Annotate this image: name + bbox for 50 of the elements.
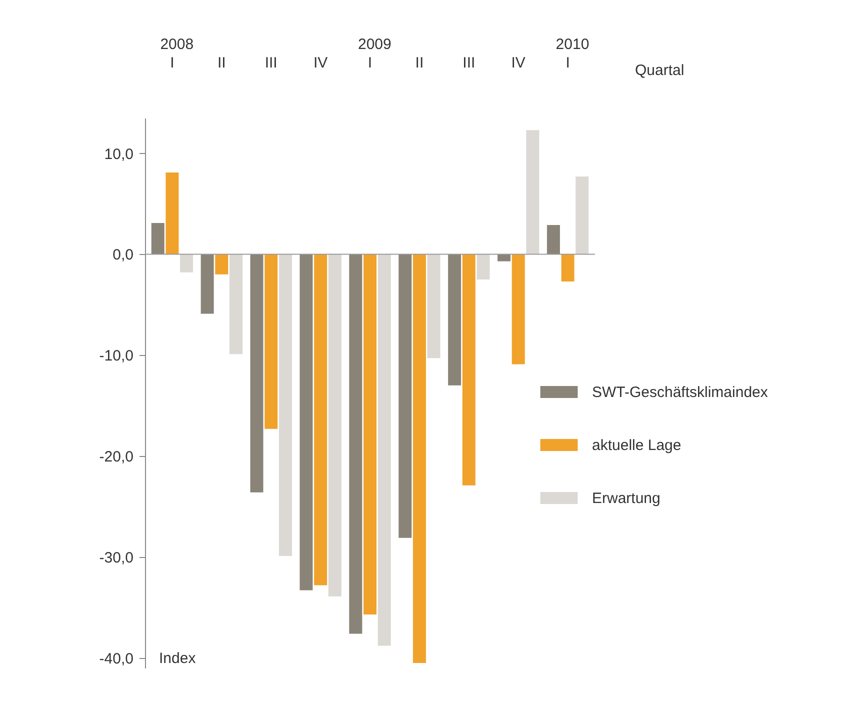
y-tick-label: 0,0	[112, 246, 134, 264]
x-tick-label: III	[462, 54, 476, 72]
x-tick-label: III	[264, 54, 278, 72]
bar	[200, 254, 214, 314]
y-axis-title: Index	[159, 650, 196, 667]
bar	[398, 254, 412, 538]
bar	[300, 254, 313, 590]
bar	[427, 254, 440, 358]
bar	[328, 254, 342, 596]
y-tick-label: -10,0	[99, 348, 134, 365]
y-tick-label: -40,0	[99, 650, 134, 668]
text: 2008	[160, 36, 194, 53]
bar	[476, 254, 490, 280]
bar	[448, 254, 462, 386]
bar	[364, 254, 376, 615]
y-tick-label: -20,0	[99, 448, 134, 466]
bar	[412, 254, 426, 663]
legend-label: aktuelle Lage	[592, 437, 682, 454]
x-tick-label: IV	[511, 54, 526, 72]
bar	[314, 254, 328, 586]
x-tick-label: II	[415, 54, 424, 72]
bar	[264, 254, 278, 429]
bar	[462, 254, 476, 486]
bar	[526, 130, 540, 254]
bar	[576, 176, 589, 254]
bar	[546, 224, 560, 254]
y-tick-label: 10,0	[104, 146, 134, 163]
bar	[250, 254, 264, 492]
bar	[378, 254, 391, 646]
x-tick-label: I	[566, 54, 570, 72]
text: 2010	[556, 36, 590, 53]
x-tick-label: IV	[313, 54, 328, 72]
bar	[561, 254, 574, 282]
x-tick-label: II	[217, 54, 226, 72]
text: 2009	[358, 36, 392, 53]
x-tick-label: I	[170, 54, 174, 72]
y-tick-label: -30,0	[99, 549, 134, 566]
legend-label: SWT-Geschäftsklimaindex	[592, 384, 768, 401]
bar	[498, 254, 511, 262]
bar	[151, 222, 164, 254]
bar	[166, 172, 179, 254]
bar	[229, 254, 242, 354]
bar	[512, 254, 525, 364]
bar	[349, 254, 362, 634]
x-axis-title: Quartal	[635, 62, 684, 79]
x-tick-label: I	[368, 54, 372, 72]
legend-label: Erwartung	[592, 490, 660, 507]
bar	[180, 254, 194, 272]
bar	[215, 254, 228, 274]
bar	[278, 254, 292, 556]
